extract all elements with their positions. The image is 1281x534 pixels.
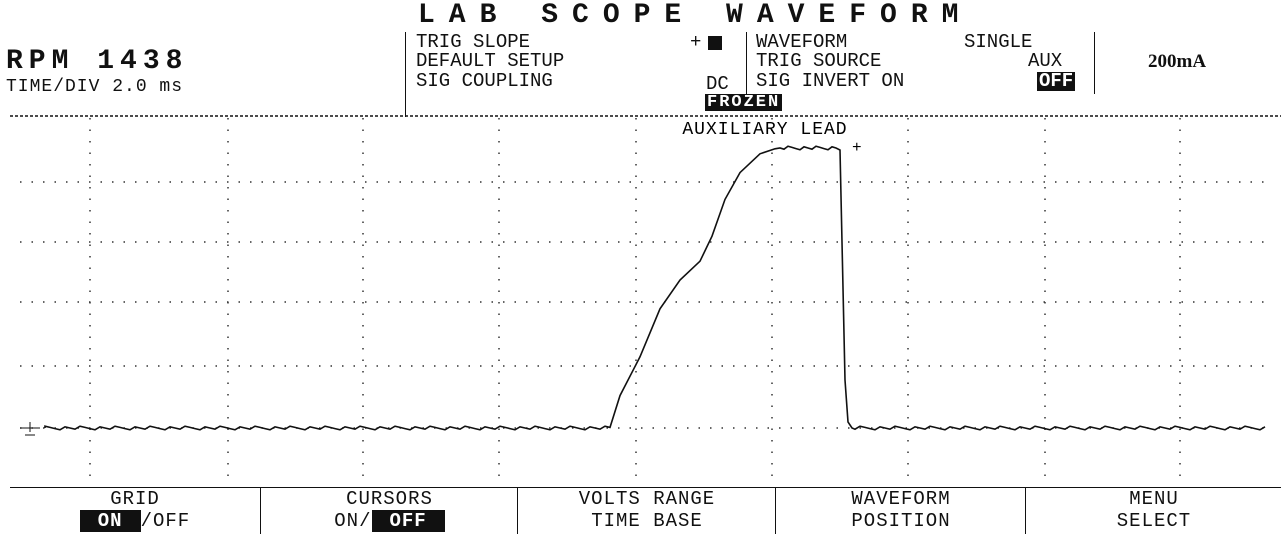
divider <box>746 32 747 94</box>
menu-item[interactable]: GRID ON/OFF <box>10 488 260 534</box>
menu-options: ON/OFF <box>10 510 260 532</box>
waveform-value: SINGLE <box>964 31 1033 53</box>
option[interactable]: TIME BASE <box>591 510 703 532</box>
waveform-label: WAVEFORM <box>756 31 848 53</box>
time-div: TIME/DIV 2.0 ms <box>6 77 184 97</box>
divider <box>1094 32 1095 94</box>
screen-title: LAB SCOPE WAVEFORM <box>418 0 973 31</box>
option[interactable]: SELECT <box>1116 510 1192 532</box>
menu-label: MENU <box>1129 488 1179 510</box>
menu-label: WAVEFORM <box>851 488 951 510</box>
waveform-area: AUXILIARY LEAD + <box>10 115 1281 482</box>
menu-label: GRID <box>110 488 160 510</box>
sig-invert-off: OFF <box>1037 70 1076 92</box>
sig-coupling-value: DC <box>706 73 729 95</box>
menu-item[interactable]: WAVEFORM POSITION <box>775 488 1026 534</box>
menu-options: ON/OFF <box>261 510 518 532</box>
sig-invert: SIG INVERT ON <box>756 70 905 92</box>
status: FROZEN <box>705 93 783 112</box>
sig-coupling: SIG COUPLING <box>416 70 553 92</box>
active-option[interactable]: ON <box>79 510 141 532</box>
trig-slope: TRIG SLOPE <box>416 31 531 53</box>
waveform-trace <box>44 145 1266 431</box>
menu-options: POSITION <box>776 510 1026 532</box>
menu-label: VOLTS RANGE <box>578 488 716 510</box>
divider <box>405 32 406 117</box>
option[interactable]: POSITION <box>851 510 951 532</box>
trig-slope-value: + <box>690 31 702 53</box>
menu-item[interactable]: CURSORS ON/OFF <box>260 488 518 534</box>
trig-source-value: AUX <box>1028 50 1063 72</box>
menu-options: TIME BASE <box>518 510 776 532</box>
option[interactable]: /OFF <box>140 510 191 532</box>
menu-bar: GRID ON/OFF CURSORS ON/OFF VOLTS RANGE TIME B… <box>10 487 1281 534</box>
default-setup: DEFAULT SETUP <box>416 50 565 72</box>
trig-source: TRIG SOURCE <box>756 50 882 72</box>
trigger-marker: + <box>852 139 862 157</box>
option[interactable]: ON/ <box>334 510 372 532</box>
menu-item[interactable]: MENU SELECT <box>1025 488 1281 534</box>
menu-options: SELECT <box>1026 510 1281 532</box>
slope-indicator <box>708 36 722 50</box>
scale: 200mA <box>1148 51 1207 72</box>
rpm: RPM 1438 <box>6 46 189 77</box>
menu-item[interactable]: VOLTS RANGE TIME BASE <box>517 488 776 534</box>
ground-marker <box>20 422 40 436</box>
trace-label: AUXILIARY LEAD <box>682 120 847 140</box>
active-option[interactable]: OFF <box>371 510 445 532</box>
menu-label: CURSORS <box>346 488 433 510</box>
